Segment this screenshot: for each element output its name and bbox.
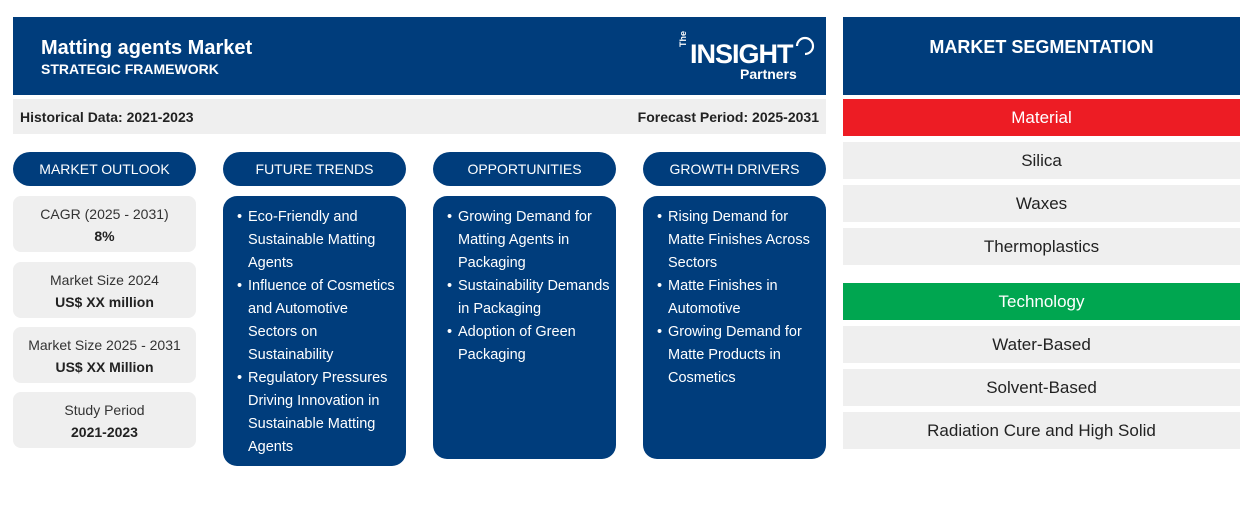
logo-insight-text: INSIGHT (690, 39, 794, 69)
market-segmentation-header: MARKET SEGMENTATION (843, 17, 1240, 95)
segment-technology-header: Technology (843, 283, 1240, 320)
future-trends-box: Eco-Friendly and Sustainable Matting Age… (223, 196, 406, 466)
stat-label: Market Size 2024 (50, 272, 159, 288)
historical-data: Historical Data: 2021-2023 (20, 109, 194, 125)
opportunities-header: OPPORTUNITIES (433, 152, 616, 186)
date-bar: Historical Data: 2021-2023 Forecast Peri… (13, 99, 826, 134)
list-item: Rising Demand for Matte Finishes Across … (657, 206, 820, 275)
growth-drivers-header: GROWTH DRIVERS (643, 152, 826, 186)
logo-swoosh-icon (795, 36, 815, 56)
stat-study-period: Study Period 2021-2023 (13, 392, 196, 448)
stat-cagr: CAGR (2025 - 2031) 8% (13, 196, 196, 252)
stat-market-size-2024: Market Size 2024 US$ XX million (13, 262, 196, 318)
stat-value: 2021-2023 (71, 424, 138, 440)
segment-item: Radiation Cure and High Solid (843, 412, 1240, 449)
growth-drivers-box: Rising Demand for Matte Finishes Across … (643, 196, 826, 459)
segment-item: Solvent-Based (843, 369, 1240, 406)
stat-market-size-forecast: Market Size 2025 - 2031 US$ XX Million (13, 327, 196, 383)
segment-item: Thermoplastics (843, 228, 1240, 265)
list-item: Influence of Cosmetics and Automotive Se… (237, 275, 400, 367)
insight-partners-logo: The INSIGHT Partners (668, 30, 818, 83)
logo-the-text: The (678, 30, 688, 47)
list-item: Growing Demand for Matte Products in Cos… (657, 321, 820, 390)
segment-item: Waxes (843, 185, 1240, 222)
header-banner: Matting agents Market STRATEGIC FRAMEWOR… (13, 17, 826, 95)
list-item: Matte Finishes in Automotive (657, 275, 820, 321)
future-trends-header: FUTURE TRENDS (223, 152, 406, 186)
stat-label: CAGR (2025 - 2031) (40, 206, 169, 222)
opportunities-box: Growing Demand for Matting Agents in Pac… (433, 196, 616, 459)
page-subtitle: STRATEGIC FRAMEWORK (41, 61, 219, 77)
segment-material-header: Material (843, 99, 1240, 136)
stat-value: 8% (94, 228, 115, 244)
stat-label: Market Size 2025 - 2031 (28, 337, 181, 353)
stat-value: US$ XX million (55, 294, 154, 310)
logo-partners-text: Partners (740, 66, 797, 82)
list-item: Growing Demand for Matting Agents in Pac… (447, 206, 610, 275)
stat-value: US$ XX Million (55, 359, 154, 375)
list-item: Regulatory Pressures Driving Innovation … (237, 367, 400, 459)
segment-item: Water-Based (843, 326, 1240, 363)
stat-label: Study Period (64, 402, 145, 418)
list-item: Eco-Friendly and Sustainable Matting Age… (237, 206, 400, 275)
page-title: Matting agents Market (41, 37, 253, 59)
list-item: Adoption of Green Packaging (447, 321, 610, 367)
forecast-period: Forecast Period: 2025-2031 (637, 109, 819, 125)
market-outlook-header: MARKET OUTLOOK (13, 152, 196, 186)
segment-item: Silica (843, 142, 1240, 179)
list-item: Sustainability Demands in Packaging (447, 275, 610, 321)
